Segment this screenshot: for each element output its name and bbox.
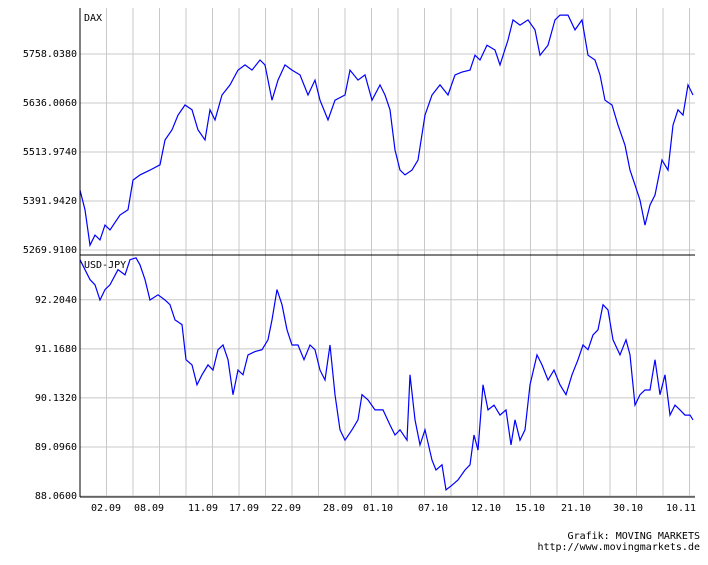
y-tick-label: 5391.9420 [23, 196, 77, 207]
line-series [79, 257, 694, 492]
x-tick-label: 11.09 [188, 503, 218, 514]
y-tick-label: 5758.0380 [23, 49, 77, 60]
credit-line: Grafik: MOVING MARKETS [568, 531, 700, 542]
y-tick-label: 5636.0060 [23, 98, 77, 109]
x-tick-label: 28.09 [323, 503, 353, 514]
x-tick-label: 01.10 [363, 503, 393, 514]
panel-title: USD-JPY [84, 260, 126, 271]
credit-url: http://www.movingmarkets.de [537, 542, 700, 553]
panel-title: DAX [84, 13, 102, 24]
x-tick-label: 12.10 [471, 503, 501, 514]
y-tick-label: 91.1680 [35, 344, 77, 355]
y-tick-label: 92.2040 [35, 295, 77, 306]
y-tick-label: 5269.9100 [23, 245, 77, 256]
x-tick-label: 15.10 [515, 503, 545, 514]
x-tick-label: 17.09 [229, 503, 259, 514]
y-tick-label: 5513.9740 [23, 147, 77, 158]
line-series [79, 14, 694, 248]
x-tick-label: 22.09 [271, 503, 301, 514]
x-tick-label: 02.09 [91, 503, 121, 514]
x-tick-label: 30.10 [613, 503, 643, 514]
y-tick-label: 89.0960 [35, 442, 77, 453]
y-tick-label: 88.0600 [35, 491, 77, 502]
x-tick-label: 07.10 [418, 503, 448, 514]
x-tick-label: 21.10 [561, 503, 591, 514]
x-tick-label: 08.09 [134, 503, 164, 514]
x-tick-label: 10.11 [666, 503, 696, 514]
y-tick-label: 90.1320 [35, 393, 77, 404]
